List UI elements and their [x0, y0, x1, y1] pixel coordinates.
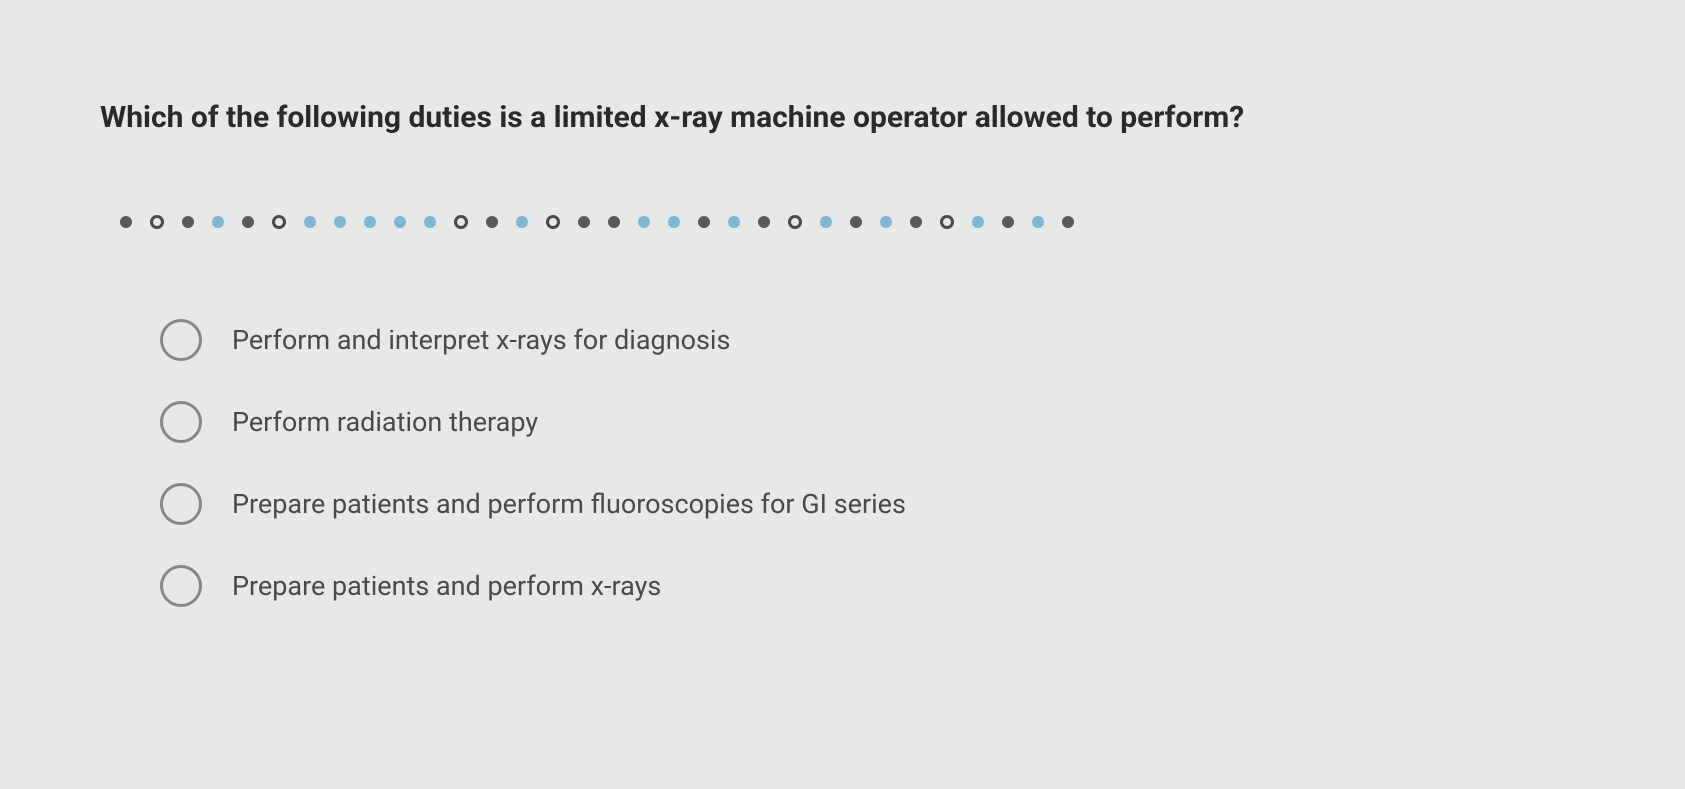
progress-dot	[212, 216, 224, 228]
option-row[interactable]: Prepare patients and perform fluoroscopi…	[160, 483, 1585, 525]
progress-dot	[182, 216, 194, 228]
options-container: Perform and interpret x-rays for diagnos…	[160, 319, 1585, 607]
progress-dot	[1002, 216, 1014, 228]
progress-dot	[394, 216, 406, 228]
radio-button[interactable]	[160, 319, 202, 361]
option-row[interactable]: Perform radiation therapy	[160, 401, 1585, 443]
progress-dot	[788, 215, 802, 229]
progress-dot	[334, 216, 346, 228]
progress-dot	[820, 216, 832, 228]
option-label: Perform radiation therapy	[232, 406, 538, 438]
progress-dot	[272, 215, 286, 229]
progress-dot	[668, 216, 680, 228]
progress-dot	[972, 216, 984, 228]
progress-dot	[150, 215, 164, 229]
progress-dot	[486, 216, 498, 228]
progress-dot	[304, 216, 316, 228]
progress-dot	[454, 215, 468, 229]
progress-dot	[1062, 216, 1074, 228]
progress-dot	[578, 216, 590, 228]
option-label: Perform and interpret x-rays for diagnos…	[232, 324, 730, 356]
progress-dot	[608, 216, 620, 228]
progress-dot	[516, 216, 528, 228]
progress-dot	[242, 216, 254, 228]
progress-dot	[364, 216, 376, 228]
progress-dot	[910, 216, 922, 228]
progress-dot	[1032, 216, 1044, 228]
progress-dot	[698, 216, 710, 228]
progress-dot	[638, 216, 650, 228]
radio-button[interactable]	[160, 483, 202, 525]
progress-indicator	[120, 215, 1585, 229]
progress-dot	[880, 216, 892, 228]
option-row[interactable]: Perform and interpret x-rays for diagnos…	[160, 319, 1585, 361]
option-row[interactable]: Prepare patients and perform x-rays	[160, 565, 1585, 607]
progress-dot	[850, 216, 862, 228]
option-label: Prepare patients and perform x-rays	[232, 570, 661, 602]
progress-dot	[424, 216, 436, 228]
progress-dot	[728, 216, 740, 228]
question-text: Which of the following duties is a limit…	[100, 100, 1585, 135]
radio-button[interactable]	[160, 565, 202, 607]
option-label: Prepare patients and perform fluoroscopi…	[232, 488, 906, 520]
progress-dot	[940, 215, 954, 229]
progress-dot	[120, 216, 132, 228]
radio-button[interactable]	[160, 401, 202, 443]
progress-dot	[546, 215, 560, 229]
progress-dot	[758, 216, 770, 228]
